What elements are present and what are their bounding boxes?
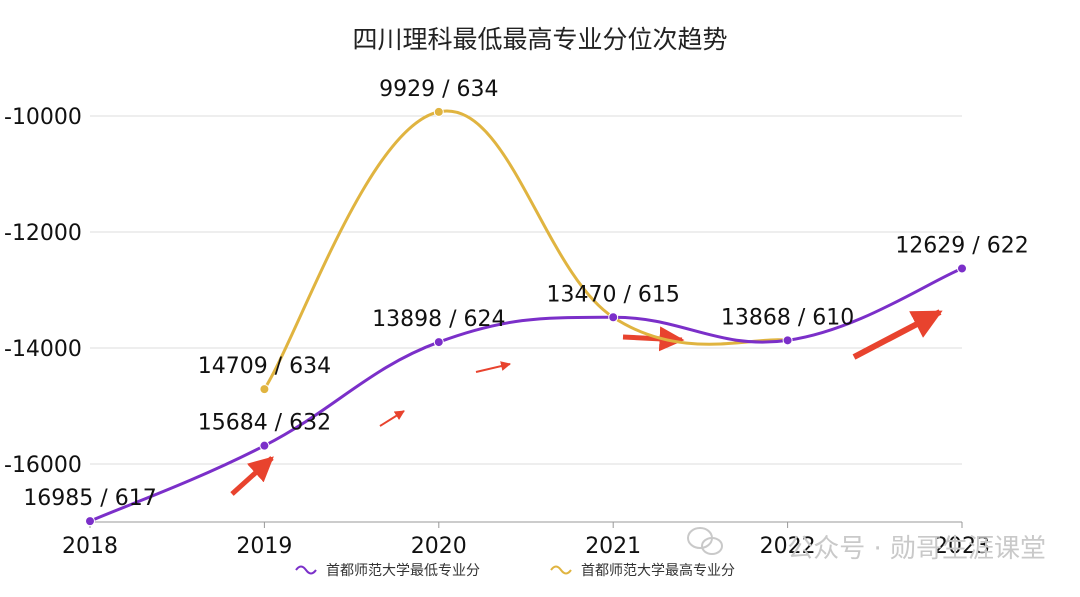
series-line [89,267,963,523]
series-layer [85,106,967,527]
legend-swatch [550,565,572,575]
watermark-text: 公众号 · 勋哥生涯课堂 [787,534,1046,564]
data-label: 16985 / 617 [23,486,156,511]
data-label: 15684 / 632 [198,411,331,436]
data-label: 9929 / 634 [379,77,498,102]
x-tick-label: 2018 [62,534,118,559]
y-tick-label: -10000 [4,105,82,130]
x-tick-label: 2022 [760,534,816,559]
data-point [608,312,619,323]
x-tick-label: 2021 [585,534,641,559]
legend-swatch [295,565,317,575]
trend-arrows [230,309,943,496]
grid-layer [90,115,962,465]
y-tick-label: -16000 [4,453,82,478]
data-label: 12629 / 622 [895,233,1028,258]
data-label: 13868 / 610 [721,305,854,330]
data-point [259,440,270,451]
legend-label: 首都师范大学最低专业分 [326,562,480,579]
data-point [957,263,967,274]
data-point [433,106,444,117]
series-line [263,109,788,390]
trend-arrow [379,410,405,427]
data-point [85,516,95,527]
data-label: 13470 / 615 [547,282,680,307]
data-label: 13898 / 624 [372,307,505,332]
chart-title: 四川理科最低最高专业分位次趋势 [352,25,727,54]
trend-arrow [852,309,943,360]
x-tick-label: 2023 [934,534,990,559]
legend-label: 首都师范大学最高专业分 [581,562,735,579]
y-tick-label: -14000 [4,337,82,362]
data-point [782,335,793,346]
x-tick-label: 2020 [411,534,467,559]
axis-layer: -10000 -12000 -14000 -16000 2018 2019 2020 2021… [4,105,990,559]
data-point [259,384,270,395]
data-label-layer: 14709 / 634 9929 / 634 16985 / 617 15684 / … [23,77,1028,511]
wechat-icon [687,527,723,555]
trend-arrow [230,456,274,496]
data-label: 14709 / 634 [198,354,331,379]
y-tick-label: -12000 [4,221,82,246]
legend[interactable]: 首都师范大学最低专业分 首都师范大学最高专业分 [295,562,735,579]
x-tick-label: 2019 [236,534,292,559]
trend-arrow [475,361,511,373]
data-point [433,337,444,348]
